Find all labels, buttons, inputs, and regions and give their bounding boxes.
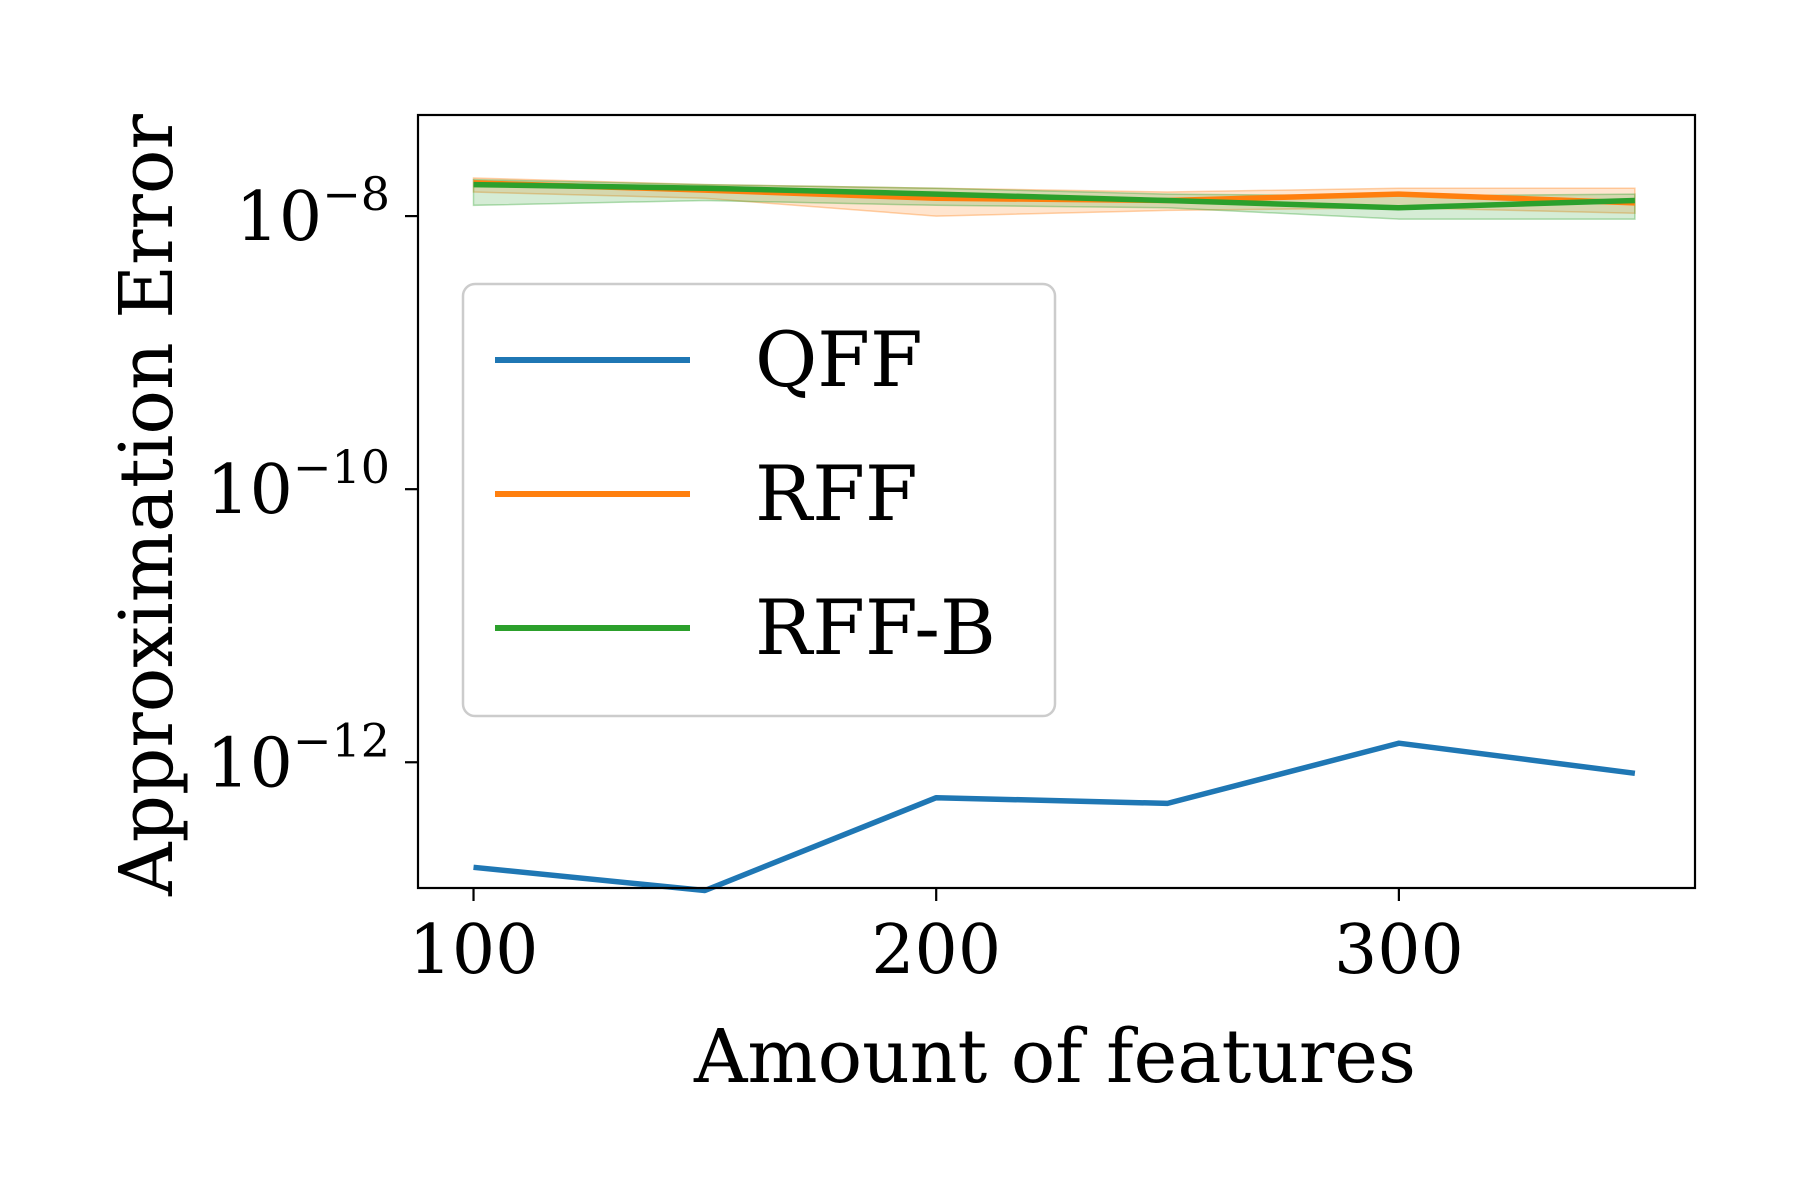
legend-box (461, 282, 1057, 718)
y-tick-label: 10−10 (206, 440, 390, 530)
x-axis-label: Amount of features (693, 1014, 1416, 1100)
y-tick-label: 10−12 (206, 713, 390, 803)
y-tick-label: 10−8 (236, 167, 390, 257)
series-line-qff (473, 740, 1636, 894)
legend: QFF RFF RFF-B (461, 282, 1057, 718)
legend-label-rff-b: RFF-B (755, 583, 996, 672)
plot-frame (416, 113, 1697, 890)
x-axis-ticks: 100 200 300 (409, 888, 1464, 990)
series-line-rff-b (473, 181, 1635, 211)
y-axis-ticks: 10−8 10−10 10−12 (206, 167, 418, 803)
y-axis-label: Approximation Error (104, 114, 190, 897)
x-tick-label: 100 (409, 911, 539, 990)
x-tick-label: 200 (871, 911, 1001, 990)
legend-label-qff: QFF (755, 315, 923, 404)
series-lines (473, 180, 1636, 894)
x-tick-label: 300 (1334, 911, 1464, 990)
legend-label-rff: RFF (755, 449, 918, 538)
